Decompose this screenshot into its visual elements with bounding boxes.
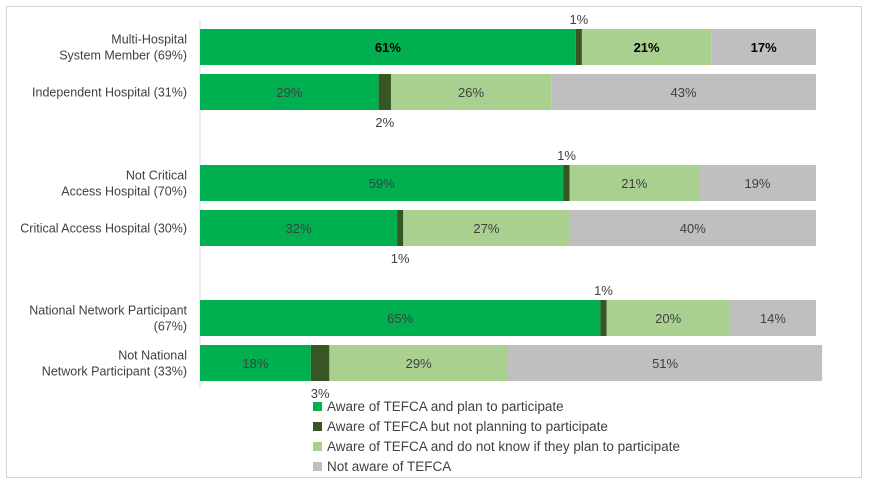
bar-segment (508, 345, 823, 381)
legend-item: Aware of TEFCA and do not know if they p… (313, 439, 680, 454)
data-label: 51% (652, 356, 678, 371)
bar-segment (569, 165, 699, 201)
category-label: Critical Access Hospital (30%) (20, 222, 187, 236)
bar-segment (200, 300, 601, 336)
category-label: Network Participant (33%) (42, 365, 187, 379)
category-label: National Network Participant (29, 304, 187, 318)
legend-swatch (313, 462, 322, 471)
category-label: Access Hospital (70%) (61, 185, 187, 199)
bar-segment (551, 74, 816, 110)
data-label: 65% (387, 311, 413, 326)
data-label: 1% (391, 251, 410, 266)
data-label: 2% (375, 115, 394, 130)
bar-segment (563, 165, 570, 201)
data-label: 18% (242, 356, 268, 371)
bar-segment (310, 345, 330, 381)
data-label: 27% (473, 221, 499, 236)
data-label: 19% (744, 176, 770, 191)
data-label: 17% (751, 40, 777, 55)
legend-swatch (313, 422, 322, 431)
bar-segment (600, 300, 607, 336)
bar-segment (569, 210, 816, 246)
bar-segment (390, 74, 552, 110)
legend-swatch (313, 402, 322, 411)
data-label: 29% (406, 356, 432, 371)
data-label: 21% (634, 40, 660, 55)
data-label: 1% (594, 283, 613, 298)
data-label: 3% (311, 386, 330, 401)
bar-segment (200, 74, 379, 110)
category-label: Not National (118, 349, 187, 363)
legend-label: Aware of TEFCA and plan to participate (327, 399, 564, 414)
bar-segment (711, 29, 816, 65)
bar-segment (581, 29, 712, 65)
category-label: Independent Hospital (31%) (32, 86, 187, 100)
bar-segment (200, 345, 311, 381)
category-label: System Member (69%) (59, 49, 187, 63)
legend-label: Aware of TEFCA but not planning to parti… (327, 419, 608, 434)
data-label: 29% (276, 85, 302, 100)
legend-item: Aware of TEFCA but not planning to parti… (313, 419, 608, 434)
category-label: (67%) (154, 320, 187, 334)
category-label: Not Critical (126, 169, 187, 183)
data-label: 1% (569, 12, 588, 27)
bar-segment (200, 29, 576, 65)
data-label: 1% (557, 148, 576, 163)
bar-segment (606, 300, 730, 336)
legend-label: Aware of TEFCA and do not know if they p… (327, 439, 680, 454)
bar-segment (729, 300, 816, 336)
bar-segment (200, 210, 398, 246)
legend-label: Not aware of TEFCA (327, 459, 452, 474)
bar-segment (698, 165, 816, 201)
bar-segment (403, 210, 570, 246)
data-label: 61% (375, 40, 401, 55)
data-label: 26% (458, 85, 484, 100)
legend-item: Aware of TEFCA and plan to participate (313, 399, 564, 414)
bar-segment (397, 210, 404, 246)
bar-segment (378, 74, 391, 110)
data-label: 32% (286, 221, 312, 236)
category-label: Multi-Hospital (111, 33, 187, 47)
data-label: 40% (680, 221, 706, 236)
data-label: 43% (671, 85, 697, 100)
bar-segment (575, 29, 582, 65)
legend-swatch (313, 442, 322, 451)
data-label: 14% (760, 311, 786, 326)
data-label: 59% (369, 176, 395, 191)
legend-item: Not aware of TEFCA (313, 459, 451, 474)
bar-segment (200, 165, 564, 201)
chart-frame (6, 6, 862, 478)
data-label: 21% (621, 176, 647, 191)
data-label: 20% (655, 311, 681, 326)
bar-segment (329, 345, 508, 381)
